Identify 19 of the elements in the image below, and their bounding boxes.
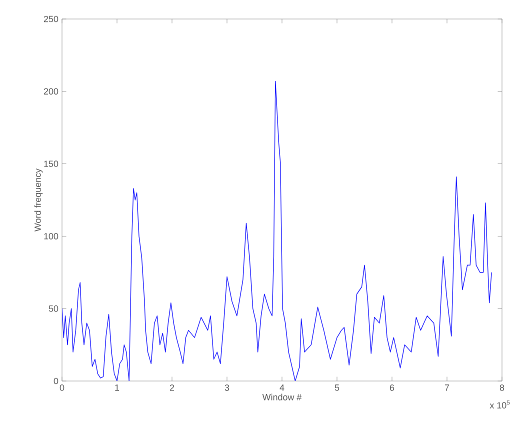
text: x 10$^{5}$ bbox=[490, 400, 510, 408]
y-axis-title: Word frequency bbox=[34, 168, 43, 232]
x-tick-label: 4 bbox=[280, 384, 284, 391]
x-tick-label: 6 bbox=[390, 384, 394, 391]
x-tick-label: 2 bbox=[170, 384, 174, 391]
y-tick-label: 0 bbox=[54, 378, 58, 384]
x-tick-label: 5 bbox=[334, 384, 340, 391]
x-axis-title: Window # bbox=[262, 394, 302, 400]
x-tick-label: 3 bbox=[224, 384, 230, 391]
y-tick-label: 250 bbox=[44, 16, 58, 22]
x-tick-label: 1 bbox=[115, 384, 120, 391]
y-tick-label: 50 bbox=[48, 305, 58, 312]
line-series bbox=[62, 80, 492, 381]
y-tick-label: 100 bbox=[44, 233, 58, 240]
y-tick-label: 150 bbox=[44, 160, 58, 167]
x-tick-label: 8 bbox=[500, 384, 504, 391]
y-tick-label: 200 bbox=[44, 88, 58, 95]
x-tick-label: 0 bbox=[60, 384, 64, 391]
x-tick-label: 7 bbox=[444, 384, 450, 391]
